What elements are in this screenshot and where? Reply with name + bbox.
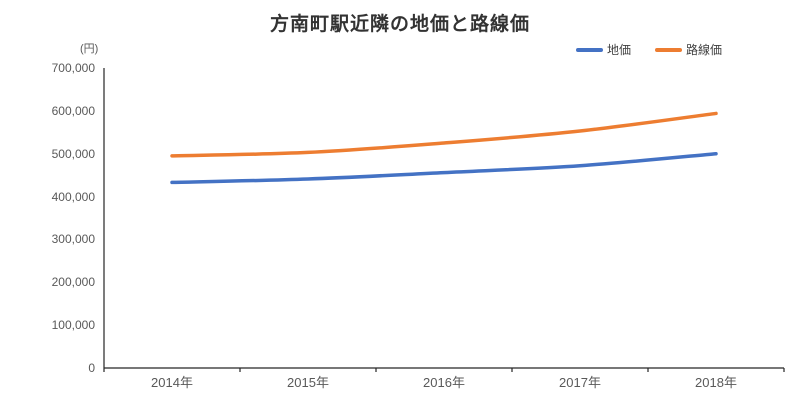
y-axis-tick-label: 300,000 <box>51 232 95 247</box>
legend-label-rosenka: 路線価 <box>685 43 722 57</box>
chart-legend: 地価 路線価 <box>575 41 722 58</box>
legend-line-swatch-rosenka <box>654 47 682 52</box>
axis-lines <box>103 68 785 372</box>
series-line-0 <box>170 151 718 185</box>
y-axis-tick-label: 400,000 <box>51 189 95 204</box>
y-axis-tick-label: 500,000 <box>51 146 95 161</box>
x-axis-tick-label: 2017年 <box>559 375 601 390</box>
chart-title: 方南町駅近隣の地価と路線価 <box>269 14 530 35</box>
legend-label-chika: 地価 <box>606 43 631 57</box>
legend-item-rosenka: 路線価 <box>654 41 722 58</box>
y-axis-tick-label: 100,000 <box>51 318 95 333</box>
y-axis-tick-label: 700,000 <box>51 61 95 75</box>
series-line-1 <box>170 111 718 158</box>
y-axis-tick-label: 600,000 <box>51 103 95 118</box>
x-axis-tick-label: 2015年 <box>287 375 329 390</box>
x-axis-tick-label: 2018年 <box>695 375 737 390</box>
y-axis-unit-label: (円) <box>80 43 99 55</box>
legend-line-swatch-chika <box>575 47 603 52</box>
y-axis-tick-label: 200,000 <box>51 275 95 290</box>
y-axis-tick-label: 0 <box>88 361 95 375</box>
x-axis-tick-label: 2016年 <box>423 375 465 390</box>
x-axis-tick-label: 2014年 <box>151 375 193 390</box>
legend-item-chika: 地価 <box>575 41 631 58</box>
